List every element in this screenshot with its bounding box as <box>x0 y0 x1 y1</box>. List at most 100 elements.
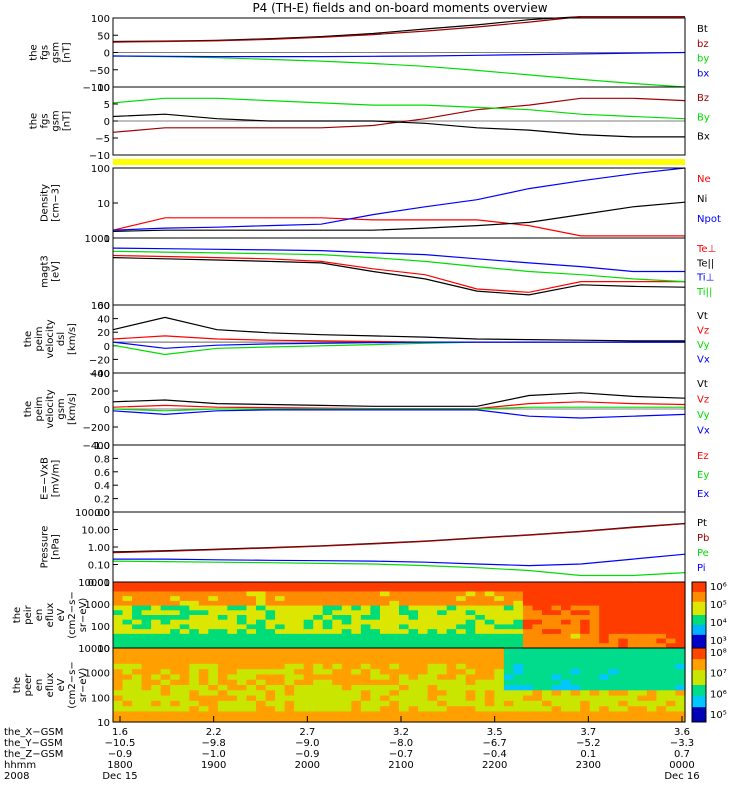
heatmap-cell <box>427 716 438 723</box>
heatmap-cell <box>618 669 629 676</box>
heatmap-cell <box>294 615 305 621</box>
heatmap-cell <box>208 700 219 707</box>
heatmap-cell <box>256 685 267 691</box>
heatmap-cell <box>303 610 314 616</box>
heatmap-cell <box>542 648 553 654</box>
heatmap-cell <box>665 586 677 593</box>
heatmap-cell <box>418 658 429 665</box>
heatmap-cell <box>456 653 467 660</box>
colorbar-swatch <box>692 655 706 660</box>
heatmap-cell <box>570 605 581 611</box>
heatmap-cell <box>275 658 286 665</box>
heatmap-cell <box>360 663 371 670</box>
y-axis-label-line: eV <box>56 608 67 621</box>
heatmap-cell <box>170 674 181 681</box>
heatmap-cell <box>179 679 190 686</box>
heatmap-cell <box>561 643 572 649</box>
heatmap-cell <box>570 669 581 676</box>
heatmap-cell <box>465 610 476 616</box>
heatmap-cell <box>608 711 619 718</box>
heatmap-cell <box>542 711 553 718</box>
heatmap-cell <box>475 600 486 607</box>
heatmap-cell <box>217 600 228 607</box>
legend-label: By <box>697 112 710 123</box>
heatmap-cell <box>437 638 448 644</box>
heatmap-cell <box>570 619 581 626</box>
heatmap-cell <box>370 679 381 686</box>
y-axis-label: E=−VxB[mV/m] <box>40 457 62 500</box>
heatmap-cell <box>646 582 657 588</box>
heatmap-cell <box>503 610 514 616</box>
heatmap-cell <box>437 716 448 723</box>
heatmap-cell <box>475 619 486 626</box>
heatmap-cell <box>256 605 267 611</box>
heatmap-cell <box>246 695 257 702</box>
heatmap-cell <box>132 629 143 635</box>
heatmap-cell <box>322 700 333 707</box>
heatmap-cell <box>389 669 400 676</box>
heatmap-cell <box>151 674 162 681</box>
y-axis-label-line: peer <box>23 673 34 697</box>
colorbar-swatch <box>692 670 706 675</box>
heatmap-cell <box>580 658 591 665</box>
heatmap-cell <box>294 591 305 597</box>
heatmap-cell <box>370 711 381 718</box>
heatmap-cell <box>160 619 171 626</box>
heatmap-cell <box>360 706 371 713</box>
heatmap-cell <box>522 685 534 691</box>
heatmap-cell <box>141 605 152 611</box>
heatmap-cell <box>418 648 429 654</box>
heatmap-cell <box>446 600 457 607</box>
heatmap-cell <box>332 591 343 597</box>
heatmap-cell <box>208 695 219 702</box>
heatmap-cell <box>227 610 238 616</box>
legend-label: Te⊥ <box>696 244 716 255</box>
heatmap-cell <box>179 663 190 670</box>
heatmap-cell <box>418 643 429 649</box>
panel-frame <box>112 511 686 583</box>
x-row-value: −9.8 <box>202 738 226 749</box>
heatmap-cell <box>256 711 267 718</box>
heatmap-cell <box>399 685 410 691</box>
heatmap-cell <box>656 596 667 602</box>
heatmap-cell <box>503 685 514 691</box>
heatmap-cell <box>408 679 419 686</box>
heatmap-cell <box>122 643 133 649</box>
heatmap-cell <box>456 624 467 630</box>
colorbar-swatch <box>692 648 706 653</box>
heatmap-cell <box>522 600 534 607</box>
x-row-value: 2200 <box>482 760 507 771</box>
heatmap-cell <box>570 624 581 630</box>
heatmap-cell <box>408 674 419 681</box>
heatmap-cell <box>313 669 324 676</box>
heatmap-cell <box>589 638 600 644</box>
heatmap-cell <box>198 716 209 723</box>
heatmap-cell <box>141 633 152 640</box>
heatmap-cell <box>532 624 543 630</box>
heatmap-cell <box>151 629 162 635</box>
heatmap-cell <box>256 653 267 660</box>
heatmap-cell <box>618 615 629 621</box>
heatmap-cell <box>160 600 171 607</box>
heatmap-cell <box>122 619 133 626</box>
heatmap-cell <box>513 706 524 713</box>
heatmap-cell <box>332 700 343 707</box>
colorbar-swatch <box>692 659 706 664</box>
heatmap-cell <box>418 695 429 702</box>
heatmap-cell <box>618 700 629 707</box>
heatmap-cell <box>589 582 600 588</box>
heatmap-cell <box>389 629 400 635</box>
heatmap-cell <box>341 615 352 621</box>
heatmap-cell <box>389 638 400 644</box>
heatmap-cell <box>627 591 638 597</box>
heatmap-cell <box>379 596 391 602</box>
heatmap-cell <box>675 605 686 611</box>
heatmap-cell <box>170 685 181 691</box>
legend-label: Ex <box>697 489 709 500</box>
heatmap-cell <box>170 643 181 649</box>
heatmap-cell <box>208 669 219 676</box>
heatmap-cell <box>132 619 143 626</box>
colorbar-swatch <box>692 611 706 616</box>
heatmap-cell <box>360 582 371 588</box>
